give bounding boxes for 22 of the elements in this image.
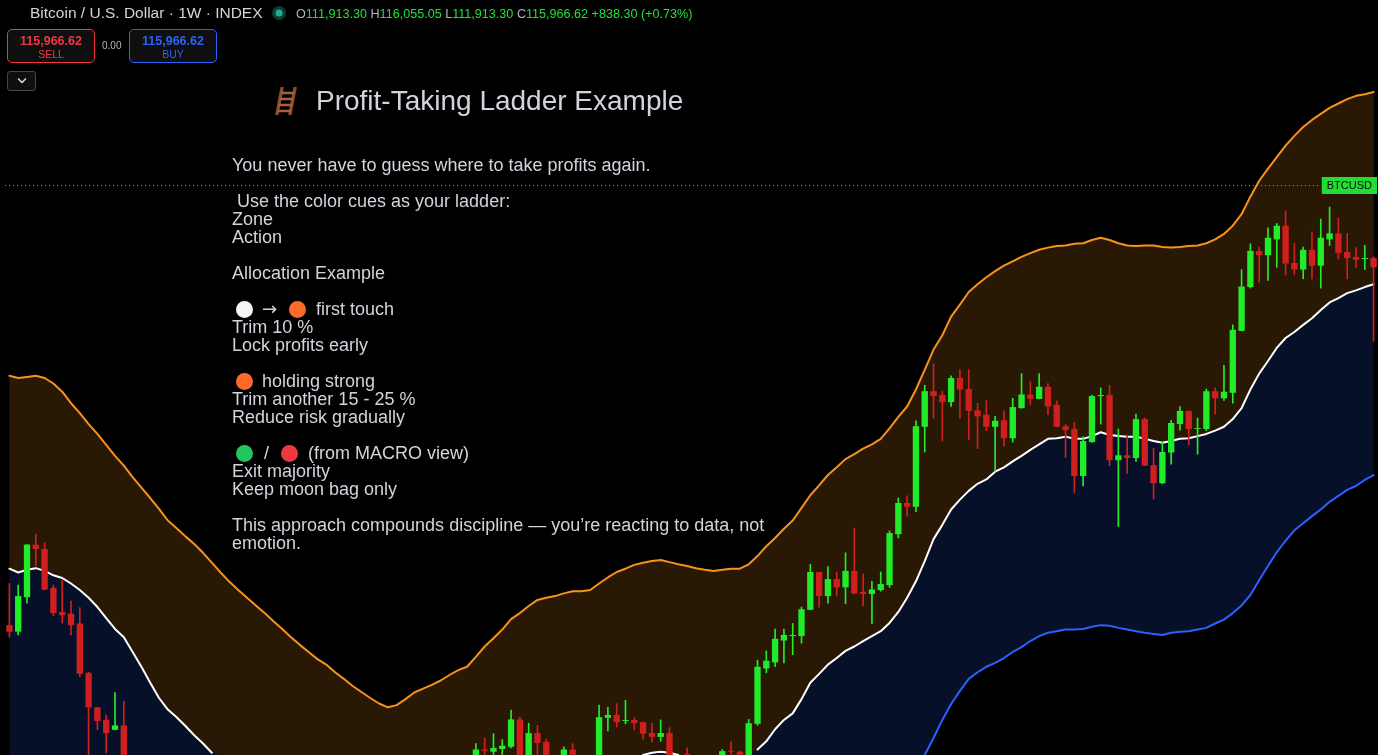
annotation: Allocation Example <box>232 263 386 283</box>
annotation: holding strong <box>262 371 376 391</box>
annotation: This approach compounds discipline — you’re reacting to data, not emotion. <box>232 515 766 553</box>
annotation: Lock profits early <box>232 335 369 355</box>
annotation: first touch <box>316 299 395 319</box>
ref-line-label: BTCUSD <box>1326 179 1373 192</box>
annotation: (from MACRO view) <box>308 443 469 463</box>
sell-button: 115,966.62 SELL <box>7 29 95 63</box>
buy-button: 115,966.62 BUY <box>129 29 217 63</box>
text: You never have to guess where to take profits again. <box>232 155 651 175</box>
annotation: → <box>262 298 278 319</box>
annotation: Reduce risk gradually <box>232 407 406 427</box>
text: O111,913.30 H116,055.05 L111,913.30 C115,966.62 +838.30 (+0.73%) <box>296 7 693 21</box>
annotation: Zone <box>232 209 274 229</box>
annotation: Trim 10 % <box>232 317 314 337</box>
annotation: Action <box>232 227 283 247</box>
annotation: / <box>264 443 269 463</box>
annotation: Use the color cues as your ladder: <box>236 191 511 211</box>
text: Bitcoin / U.S. Dollar · 1W · INDEX <box>30 4 263 22</box>
chart-title: Profit-Taking Ladder Example <box>316 85 684 117</box>
text: 0.00 <box>102 39 122 53</box>
annotation: Exit majority <box>232 461 330 481</box>
